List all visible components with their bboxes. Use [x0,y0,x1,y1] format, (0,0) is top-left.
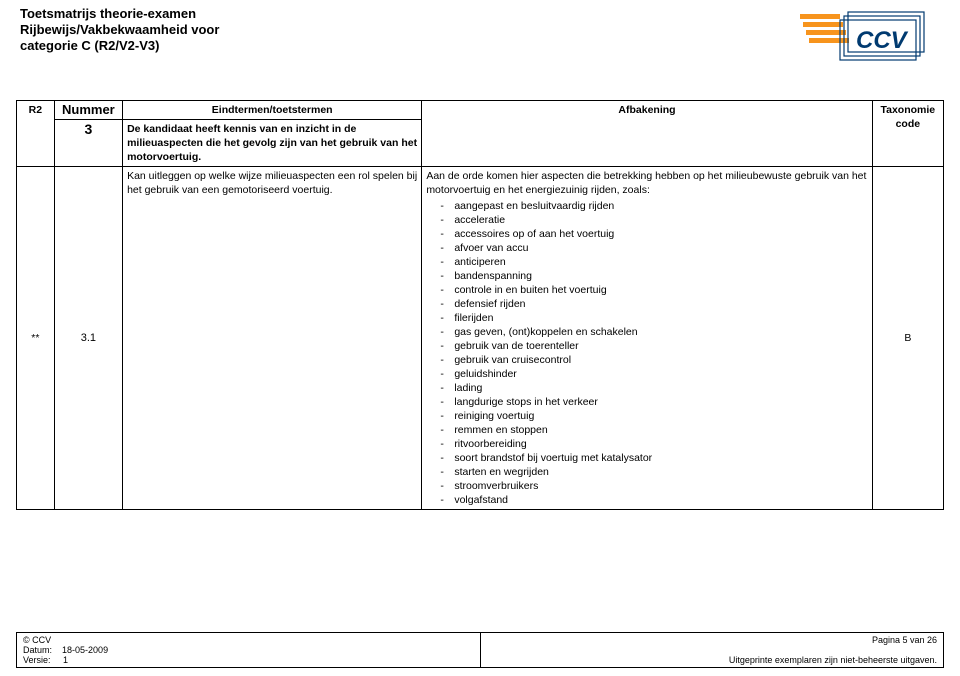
afbakening-item: aangepast en besluitvaardig rijden [426,199,867,213]
logo-text: CCV [856,27,909,54]
title-line-2: Rijbewijs/Vakbekwaamheid voor [20,22,219,37]
afbakening-item: langdurige stops in het verkeer [426,395,867,409]
afbakening-item: stroomverbruikers [426,479,867,493]
footer-copyright: © CCV [23,635,51,645]
th-nummer: Nummer [54,101,122,120]
afbakening-item: filerijden [426,311,867,325]
afbakening-item: gebruik van cruisecontrol [426,353,867,367]
footer-page: Pagina 5 van 26 [872,635,937,645]
afbakening-intro: Aan de orde komen hier aspecten die betr… [426,169,867,197]
afbakening-item: volgafstand [426,493,867,507]
footer-left: © CCV Datum: 18-05-2009 Versie: 1 [17,633,481,668]
detail-eindterm: Kan uitleggen op welke wijze milieuaspec… [123,167,422,510]
afbakening-item: ritvoorbereiding [426,437,867,451]
th-r2: R2 [17,101,55,167]
afbakening-item: gas geven, (ont)koppelen en schakelen [426,325,867,339]
footer-right: Pagina 5 van 26 Uitgeprinte exemplaren z… [480,633,944,668]
detail-number: 3.1 [54,167,122,510]
detail-afbakening: Aan de orde komen hier aspecten die betr… [422,167,872,510]
document-title: Toetsmatrijs theorie-examen Rijbewijs/Va… [20,6,320,54]
afbakening-item: defensief rijden [426,297,867,311]
afbakening-item: anticiperen [426,255,867,269]
th-taxonomie-b: code [896,118,921,130]
logo-stripes [800,14,849,43]
th-eindtermen: Eindtermen/toetstermen [123,101,422,120]
afbakening-item: afvoer van accu [426,241,867,255]
afbakening-item: accessoires op of aan het voertuig [426,227,867,241]
ccv-logo: CCV [800,10,930,62]
content-table: R2 Nummer Eindtermen/toetstermen Afbaken… [16,100,944,510]
th-afbakening: Afbakening [422,101,872,167]
th-taxonomie-a: Taxonomie [880,104,935,116]
afbakening-item: reiniging voertuig [426,409,867,423]
afbakening-item: acceleratie [426,213,867,227]
afbakening-item: bandenspanning [426,269,867,283]
afbakening-item: lading [426,381,867,395]
header-row: R2 Nummer Eindtermen/toetstermen Afbaken… [17,101,944,120]
footer-version-value: 1 [63,655,68,665]
subject-number: 3 [54,120,122,167]
detail-taxonomie: B [872,167,943,510]
afbakening-item: gebruik van de toerenteller [426,339,867,353]
afbakening-list: aangepast en besluitvaardig rijdenaccele… [426,199,867,507]
afbakening-item: starten en wegrijden [426,465,867,479]
footer-version-label: Versie: [23,655,51,665]
afbakening-item: controle in en buiten het voertuig [426,283,867,297]
footer-disclaimer: Uitgeprinte exemplaren zijn niet-beheers… [729,655,937,665]
afbakening-item: soort brandstof bij voertuig met katalys… [426,451,867,465]
detail-mark: ** [17,167,55,510]
subject-text: De kandidaat heeft kennis van en inzicht… [123,120,422,167]
footer-date-value: 18-05-2009 [62,645,108,655]
detail-row: ** 3.1 Kan uitleggen op welke wijze mili… [17,167,944,510]
afbakening-item: geluidshinder [426,367,867,381]
footer-table: © CCV Datum: 18-05-2009 Versie: 1 Pagina… [16,632,944,668]
title-line-1: Toetsmatrijs theorie-examen [20,6,196,21]
footer-date-label: Datum: [23,645,52,655]
afbakening-item: remmen en stoppen [426,423,867,437]
th-taxonomie: Taxonomie code [872,101,943,167]
title-line-3: categorie C (R2/V2-V3) [20,38,159,53]
